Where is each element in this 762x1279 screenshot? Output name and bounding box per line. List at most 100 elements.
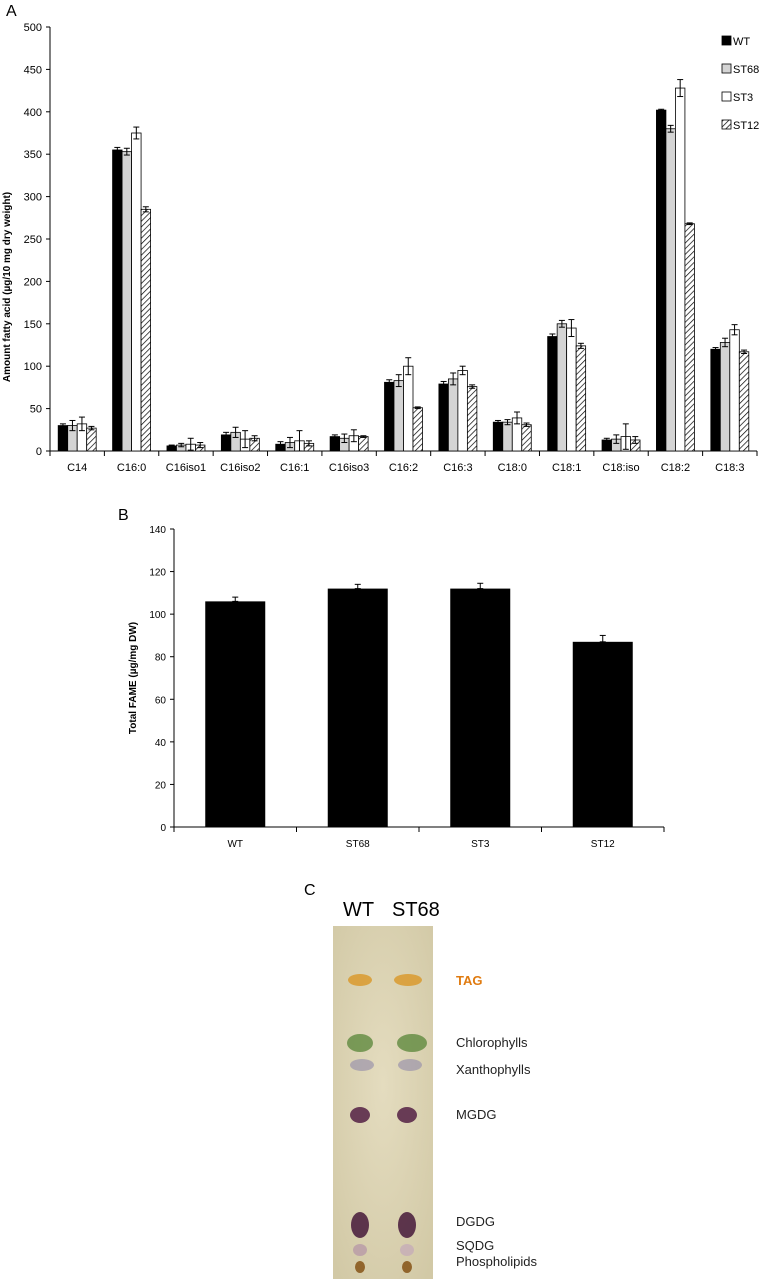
- y-tick-label-300: 300: [24, 192, 42, 204]
- y-tick-label-150: 150: [24, 319, 42, 331]
- bar-st68-c18-1: [556, 323, 568, 452]
- bar-st12-c16-2: [412, 407, 423, 452]
- bar-st3-c18-1: [566, 327, 577, 452]
- legend-label-st12: ST12: [733, 120, 759, 132]
- band-label-dgdg: DGDG: [456, 1214, 495, 1229]
- spot-st68-pl: [402, 1261, 412, 1273]
- b-bar-st3: [450, 588, 511, 827]
- b-y-tick-label-120: 120: [149, 568, 166, 579]
- spot-wt-dgdg: [351, 1212, 369, 1238]
- spot-wt-sqdg: [353, 1244, 367, 1256]
- b-bar-st12: [572, 641, 633, 827]
- chart-a: 0 50 100 150 200 250 300 350 400 450 500 Amount fat…: [2, 22, 759, 474]
- spot-st68-sqdg: [400, 1244, 414, 1256]
- legend-label-st68: ST68: [733, 64, 759, 76]
- b-x-tick-label-st12: ST12: [591, 839, 615, 850]
- bar-st3-c16-2: [403, 365, 414, 452]
- b-y-tick-label-0: 0: [160, 823, 166, 834]
- spot-wt-mgdg: [350, 1107, 370, 1123]
- b-x-tick-label-st3: ST3: [471, 839, 490, 850]
- x-tick-label-c16-1: C16:1: [280, 462, 309, 474]
- bar-st3-c16-3: [457, 370, 468, 452]
- chart-b: 0 20 40 60 80 100 120 140 Total FAME (µg/mg DW) W…: [128, 525, 665, 850]
- b-y-tick-label-20: 20: [155, 780, 167, 791]
- spot-wt-chl: [347, 1034, 373, 1052]
- spot-wt-tag: [348, 974, 372, 986]
- x-tick-label-c18-2: C18:2: [661, 462, 690, 474]
- bar-wt-c14: [57, 425, 69, 452]
- legend-swatch-st3: [721, 91, 732, 102]
- bar-st12-c16-3: [466, 386, 478, 452]
- bar-st12-c18-0: [521, 424, 532, 452]
- x-tick-label-c16-2: C16:2: [389, 462, 418, 474]
- bar-st12-c18-2: [684, 223, 695, 452]
- band-label-xanthophylls: Xanthophylls: [456, 1062, 531, 1077]
- b-y-tick-label-100: 100: [149, 610, 166, 621]
- spot-st68-xan: [398, 1059, 422, 1071]
- bar-st68-c18-3: [719, 342, 731, 452]
- bar-st12-c18-3: [738, 351, 750, 452]
- band-label-phospholipids: Phospholipids: [456, 1254, 537, 1269]
- x-tick-label-c16-3: C16:3: [443, 462, 472, 474]
- bar-st12-c16-0: [140, 208, 151, 452]
- band-label-sqdg: SQDG: [456, 1238, 494, 1253]
- spot-wt-xan: [350, 1059, 374, 1071]
- y-tick-label-500: 500: [24, 22, 42, 34]
- x-tick-label-c16iso2: C16iso2: [220, 462, 260, 474]
- b-y-axis-label: Total FAME (µg/mg DW): [128, 622, 139, 734]
- b-y-tick-label-40: 40: [155, 738, 167, 749]
- bar-st68-c16-0: [121, 151, 132, 452]
- y-tick-label-200: 200: [24, 276, 42, 288]
- tlc-plate: [333, 926, 433, 1279]
- y-tick-label-350: 350: [24, 149, 42, 161]
- y-tick-label-100: 100: [24, 361, 42, 373]
- b-y-tick-label-140: 140: [149, 525, 166, 536]
- band-label-tag: TAG: [456, 973, 482, 988]
- bar-wt-c18-2: [656, 109, 667, 452]
- b-y-tick-label-80: 80: [155, 653, 167, 664]
- bar-st3-c16-0: [131, 132, 142, 452]
- x-tick-label-c14: C14: [67, 462, 87, 474]
- bar-st68-c16-3: [447, 378, 459, 452]
- bar-wt-c16-0: [112, 149, 123, 452]
- lane-label-st68: ST68: [392, 899, 440, 921]
- b-bar-st68: [327, 588, 388, 827]
- legend-swatch-wt: [721, 35, 732, 46]
- x-tick-label-c16iso3: C16iso3: [329, 462, 369, 474]
- y-tick-label-0: 0: [36, 446, 42, 458]
- panel-a-letter: A: [6, 3, 17, 20]
- band-label-mgdg: MGDG: [456, 1107, 496, 1122]
- x-tick-label-c18-1: C18:1: [552, 462, 581, 474]
- legend-swatch-st68: [721, 63, 732, 74]
- x-tick-label-c18-0: C18:0: [498, 462, 527, 474]
- b-x-tick-label-wt: WT: [227, 839, 243, 850]
- bar-st12-c18-1: [575, 345, 587, 452]
- spot-wt-pl: [355, 1261, 365, 1273]
- bar-st12-c14: [86, 427, 97, 452]
- bar-st68-c18-0: [502, 421, 513, 452]
- bar-st68-c16-2: [393, 380, 404, 452]
- x-tick-label-c16iso1: C16iso1: [166, 462, 206, 474]
- bar-wt-c18-3: [710, 348, 721, 452]
- y-tick-label-250: 250: [24, 234, 42, 246]
- bar-st68-c18-2: [665, 128, 676, 452]
- b-bar-wt: [205, 601, 266, 827]
- b-x-tick-label-st68: ST68: [346, 839, 370, 850]
- bar-st3-c18-2: [675, 87, 686, 452]
- y-tick-label-450: 450: [24, 64, 42, 76]
- bar-wt-c16-3: [438, 383, 449, 452]
- bar-wt-c16-2: [384, 381, 395, 452]
- bar-st12-c16iso3: [358, 436, 369, 452]
- spot-st68-tag: [394, 974, 422, 986]
- b-y-tick-label-60: 60: [155, 695, 167, 706]
- bar-st3-c18-3: [729, 329, 740, 452]
- x-tick-label-c18-iso: C18:iso: [602, 462, 639, 474]
- bar-wt-c18-0: [492, 421, 504, 452]
- spot-st68-chl: [397, 1034, 427, 1052]
- panel-c-letter: C: [304, 882, 316, 899]
- lane-label-wt: WT: [343, 899, 374, 921]
- legend-label-wt: WT: [733, 36, 750, 48]
- y-tick-label-50: 50: [30, 404, 42, 416]
- legend-swatch-st12: [721, 119, 732, 130]
